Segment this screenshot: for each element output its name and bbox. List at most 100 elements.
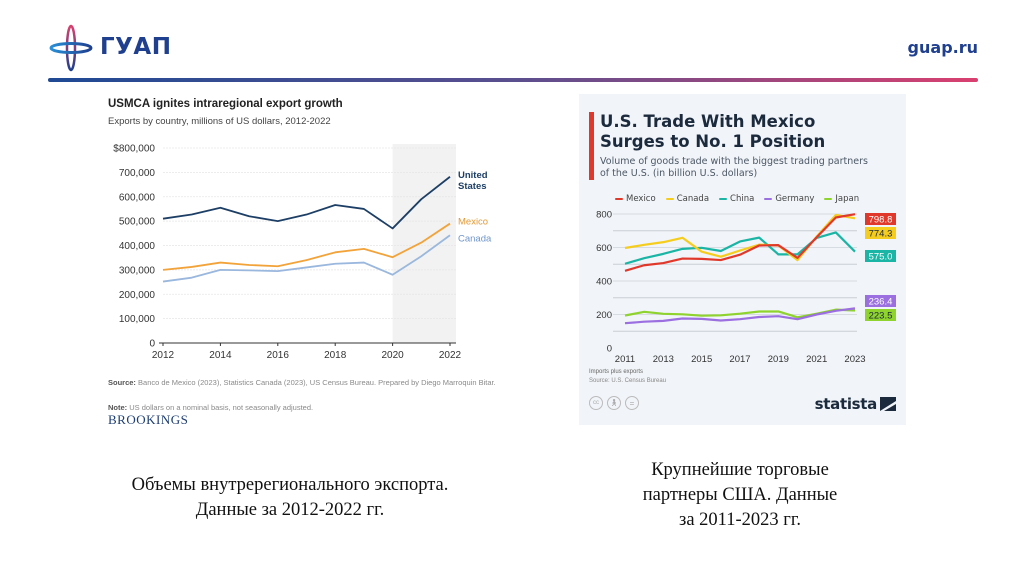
y-tick-label: $800,000 (113, 144, 155, 155)
logo-text: ГУАП (100, 34, 172, 60)
brookings-logo: BROOKINGS (108, 412, 189, 427)
y-tick-label: 0 (607, 344, 612, 355)
legend-swatch (615, 197, 623, 201)
end-label-text: 223.5 (869, 311, 893, 322)
end-label-japan: 223.5 (865, 309, 896, 322)
nd-icon[interactable]: = (625, 396, 639, 410)
title-accent-bar (589, 112, 594, 180)
y-tick-label: 0 (149, 339, 155, 350)
left-chart-title: USMCA ignites intraregional export growt… (108, 98, 343, 110)
y-tick-label: 100,000 (119, 314, 156, 325)
right-chart-subtitle-line1: Volume of goods trade with the biggest t… (600, 156, 868, 167)
end-label-germany: 236.4 (865, 295, 896, 308)
left-chart-note: Note: US dollars on a nominal basis, not… (108, 403, 313, 413)
x-tick-label: 2021 (806, 354, 827, 365)
right-caption-line3: за 2011-2023 гг. (679, 510, 801, 530)
x-tick-label: 2017 (729, 354, 750, 365)
logo (46, 22, 96, 72)
statista-logo: statista (815, 395, 896, 413)
x-tick-label: 2012 (152, 350, 175, 361)
legend-item-germany: Germany (764, 194, 814, 204)
source-label: Source: (108, 378, 136, 387)
cc-icon[interactable]: cc (589, 396, 603, 410)
legend-swatch (824, 197, 833, 201)
series-label: States (458, 181, 487, 192)
legend-swatch (719, 197, 728, 201)
left-chart-subtitle: Exports by country, millions of US dolla… (108, 116, 331, 127)
right-chart-card: U.S. Trade With Mexico Surges to No. 1 P… (579, 94, 906, 425)
right-chart-title-line2: Surges to No. 1 Position (600, 132, 826, 151)
x-tick-label: 2011 (615, 354, 635, 365)
statista-logo-text: statista (814, 395, 878, 413)
y-tick-label: 400,000 (119, 241, 156, 252)
x-tick-label: 2023 (844, 354, 865, 365)
y-tick-label: 600 (596, 243, 612, 254)
right-chart-footnote: Imports plus exports (589, 369, 644, 375)
series-line (624, 231, 856, 265)
end-label-china: 575.0 (865, 250, 896, 263)
series-canada (162, 234, 451, 283)
series-mexico (624, 213, 856, 272)
logo-emblem-icon (49, 24, 93, 72)
note-text: US dollars on a nominal basis, not seaso… (127, 403, 314, 412)
source-text: Banco de Mexico (2023), Statistics Canad… (135, 378, 496, 387)
end-label-bg (865, 227, 896, 239)
left-caption-line1: Объемы внутререгионального экспорта. (131, 475, 449, 495)
legend-swatch (665, 197, 674, 201)
x-tick-label: 2019 (768, 354, 789, 365)
header-divider (48, 78, 978, 82)
legend-label: China (730, 194, 755, 204)
end-label-bg (865, 295, 896, 307)
left-chart-plot: 0 100,000 200,000 300,000 400,000 500,000 600,… (113, 144, 492, 362)
y-tick-label: 400 (596, 277, 612, 288)
right-chart-title-line1: U.S. Trade With Mexico (600, 112, 816, 131)
end-label-bg (865, 213, 896, 225)
x-tick-label: 2020 (381, 350, 404, 361)
series-line (624, 307, 856, 325)
legend-label: Japan (835, 194, 860, 204)
end-label-bg (865, 309, 896, 321)
y-tick-label: 800 (596, 210, 612, 221)
x-tick-label: 2015 (691, 354, 712, 365)
series-united-states (162, 176, 451, 230)
left-caption: Объемы внутререгионального экспорта. Дан… (60, 473, 520, 523)
series-label: United (458, 170, 488, 181)
license-icons: cc 🚶︎ = (589, 396, 639, 410)
right-chart-subtitle-line2: of the U.S. (in billion U.S. dollars) (600, 167, 758, 179)
legend-item-japan: Japan (824, 194, 859, 204)
series-label: Canada (458, 233, 492, 244)
legend-item-china: China (719, 194, 754, 204)
end-label-text: 236.4 (869, 297, 893, 308)
y-tick-label: 500,000 (119, 217, 156, 228)
x-tick-label: 2014 (209, 350, 232, 361)
y-tick-label: 600,000 (119, 192, 156, 203)
series-mexico (162, 222, 451, 271)
legend-label: Canada (676, 194, 710, 204)
series-china (624, 231, 856, 265)
end-label-canada: 774.3 (865, 227, 896, 240)
left-chart-card: USMCA ignites intraregional export growt… (100, 92, 500, 430)
site-link[interactable]: guap.ru (907, 38, 978, 57)
y-tick-label: 200 (596, 310, 612, 321)
x-tick-label: 2022 (439, 350, 462, 361)
left-caption-line2: Данные за 2012-2022 гг. (195, 500, 385, 520)
series-label: Mexico (458, 217, 488, 228)
end-label-text: 774.3 (869, 229, 893, 240)
shaded-region (392, 144, 456, 343)
x-tick-label: 2018 (324, 350, 347, 361)
right-chart-legend: Mexico Canada China Germany Japan (615, 194, 859, 204)
legend-swatch (764, 197, 773, 201)
legend-label: Mexico (626, 194, 656, 204)
end-label-text: 575.0 (869, 252, 893, 263)
right-caption-line2: партнеры США. Данные (642, 485, 838, 505)
by-icon[interactable]: 🚶︎ (607, 396, 621, 410)
statista-mark-icon (880, 397, 896, 411)
left-chart-source: Source: Banco de Mexico (2023), Statisti… (108, 378, 498, 388)
right-chart-subtitle: Volume of goods trade with the biggest t… (600, 156, 868, 179)
y-tick-label: 700,000 (119, 168, 156, 179)
y-tick-label: 300,000 (119, 265, 156, 276)
x-tick-label: 2016 (267, 350, 290, 361)
end-label-text: 798.8 (869, 215, 893, 226)
y-tick-label: 200,000 (119, 290, 156, 301)
note-label: Note: (108, 403, 128, 412)
